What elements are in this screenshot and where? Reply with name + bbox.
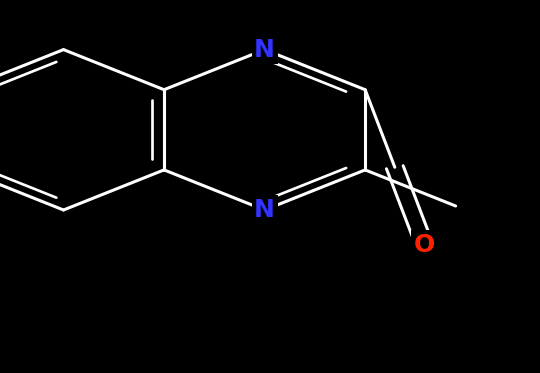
Text: N: N <box>254 198 275 222</box>
Text: O: O <box>414 233 435 257</box>
Text: N: N <box>254 38 275 62</box>
